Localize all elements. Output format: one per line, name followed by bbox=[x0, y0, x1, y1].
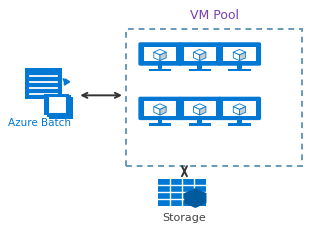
Polygon shape bbox=[240, 52, 246, 61]
Bar bbox=[183, 47, 216, 61]
Bar bbox=[189, 69, 211, 71]
Bar bbox=[197, 64, 202, 69]
FancyBboxPatch shape bbox=[138, 97, 182, 120]
Polygon shape bbox=[154, 104, 166, 109]
FancyBboxPatch shape bbox=[46, 95, 71, 117]
Bar bbox=[228, 69, 251, 71]
Bar bbox=[237, 119, 242, 124]
Bar bbox=[189, 124, 211, 126]
Bar bbox=[228, 124, 251, 126]
Bar bbox=[158, 119, 162, 124]
Polygon shape bbox=[233, 107, 240, 115]
Text: Storage: Storage bbox=[163, 213, 206, 223]
Polygon shape bbox=[200, 52, 206, 61]
Polygon shape bbox=[193, 49, 206, 55]
Bar bbox=[149, 124, 171, 126]
Bar bbox=[158, 178, 206, 206]
FancyBboxPatch shape bbox=[218, 42, 261, 66]
Bar bbox=[223, 47, 256, 61]
Polygon shape bbox=[193, 52, 200, 61]
Text: VM Pool: VM Pool bbox=[190, 9, 239, 22]
FancyBboxPatch shape bbox=[218, 97, 261, 120]
Polygon shape bbox=[154, 52, 160, 61]
Bar bbox=[237, 64, 242, 69]
Polygon shape bbox=[154, 107, 160, 115]
FancyBboxPatch shape bbox=[178, 42, 221, 66]
Bar bbox=[197, 119, 202, 124]
FancyBboxPatch shape bbox=[25, 68, 62, 99]
FancyBboxPatch shape bbox=[138, 42, 182, 66]
Polygon shape bbox=[200, 107, 206, 115]
Polygon shape bbox=[233, 49, 246, 55]
Bar bbox=[144, 101, 176, 116]
Polygon shape bbox=[160, 107, 166, 115]
Bar bbox=[48, 96, 66, 113]
FancyBboxPatch shape bbox=[44, 94, 69, 115]
Polygon shape bbox=[184, 188, 207, 208]
Polygon shape bbox=[160, 52, 166, 61]
Bar bbox=[144, 47, 176, 61]
FancyBboxPatch shape bbox=[178, 97, 221, 120]
Bar bbox=[158, 64, 162, 69]
Bar bbox=[223, 101, 256, 116]
Polygon shape bbox=[193, 104, 206, 109]
FancyBboxPatch shape bbox=[49, 97, 73, 119]
Polygon shape bbox=[233, 104, 246, 109]
Polygon shape bbox=[193, 107, 200, 115]
Text: Azure Batch: Azure Batch bbox=[8, 119, 71, 129]
Polygon shape bbox=[240, 107, 246, 115]
Bar bbox=[183, 101, 216, 116]
Bar bbox=[149, 69, 171, 71]
Polygon shape bbox=[154, 49, 166, 55]
Polygon shape bbox=[233, 52, 240, 61]
Bar bbox=[126, 29, 302, 166]
